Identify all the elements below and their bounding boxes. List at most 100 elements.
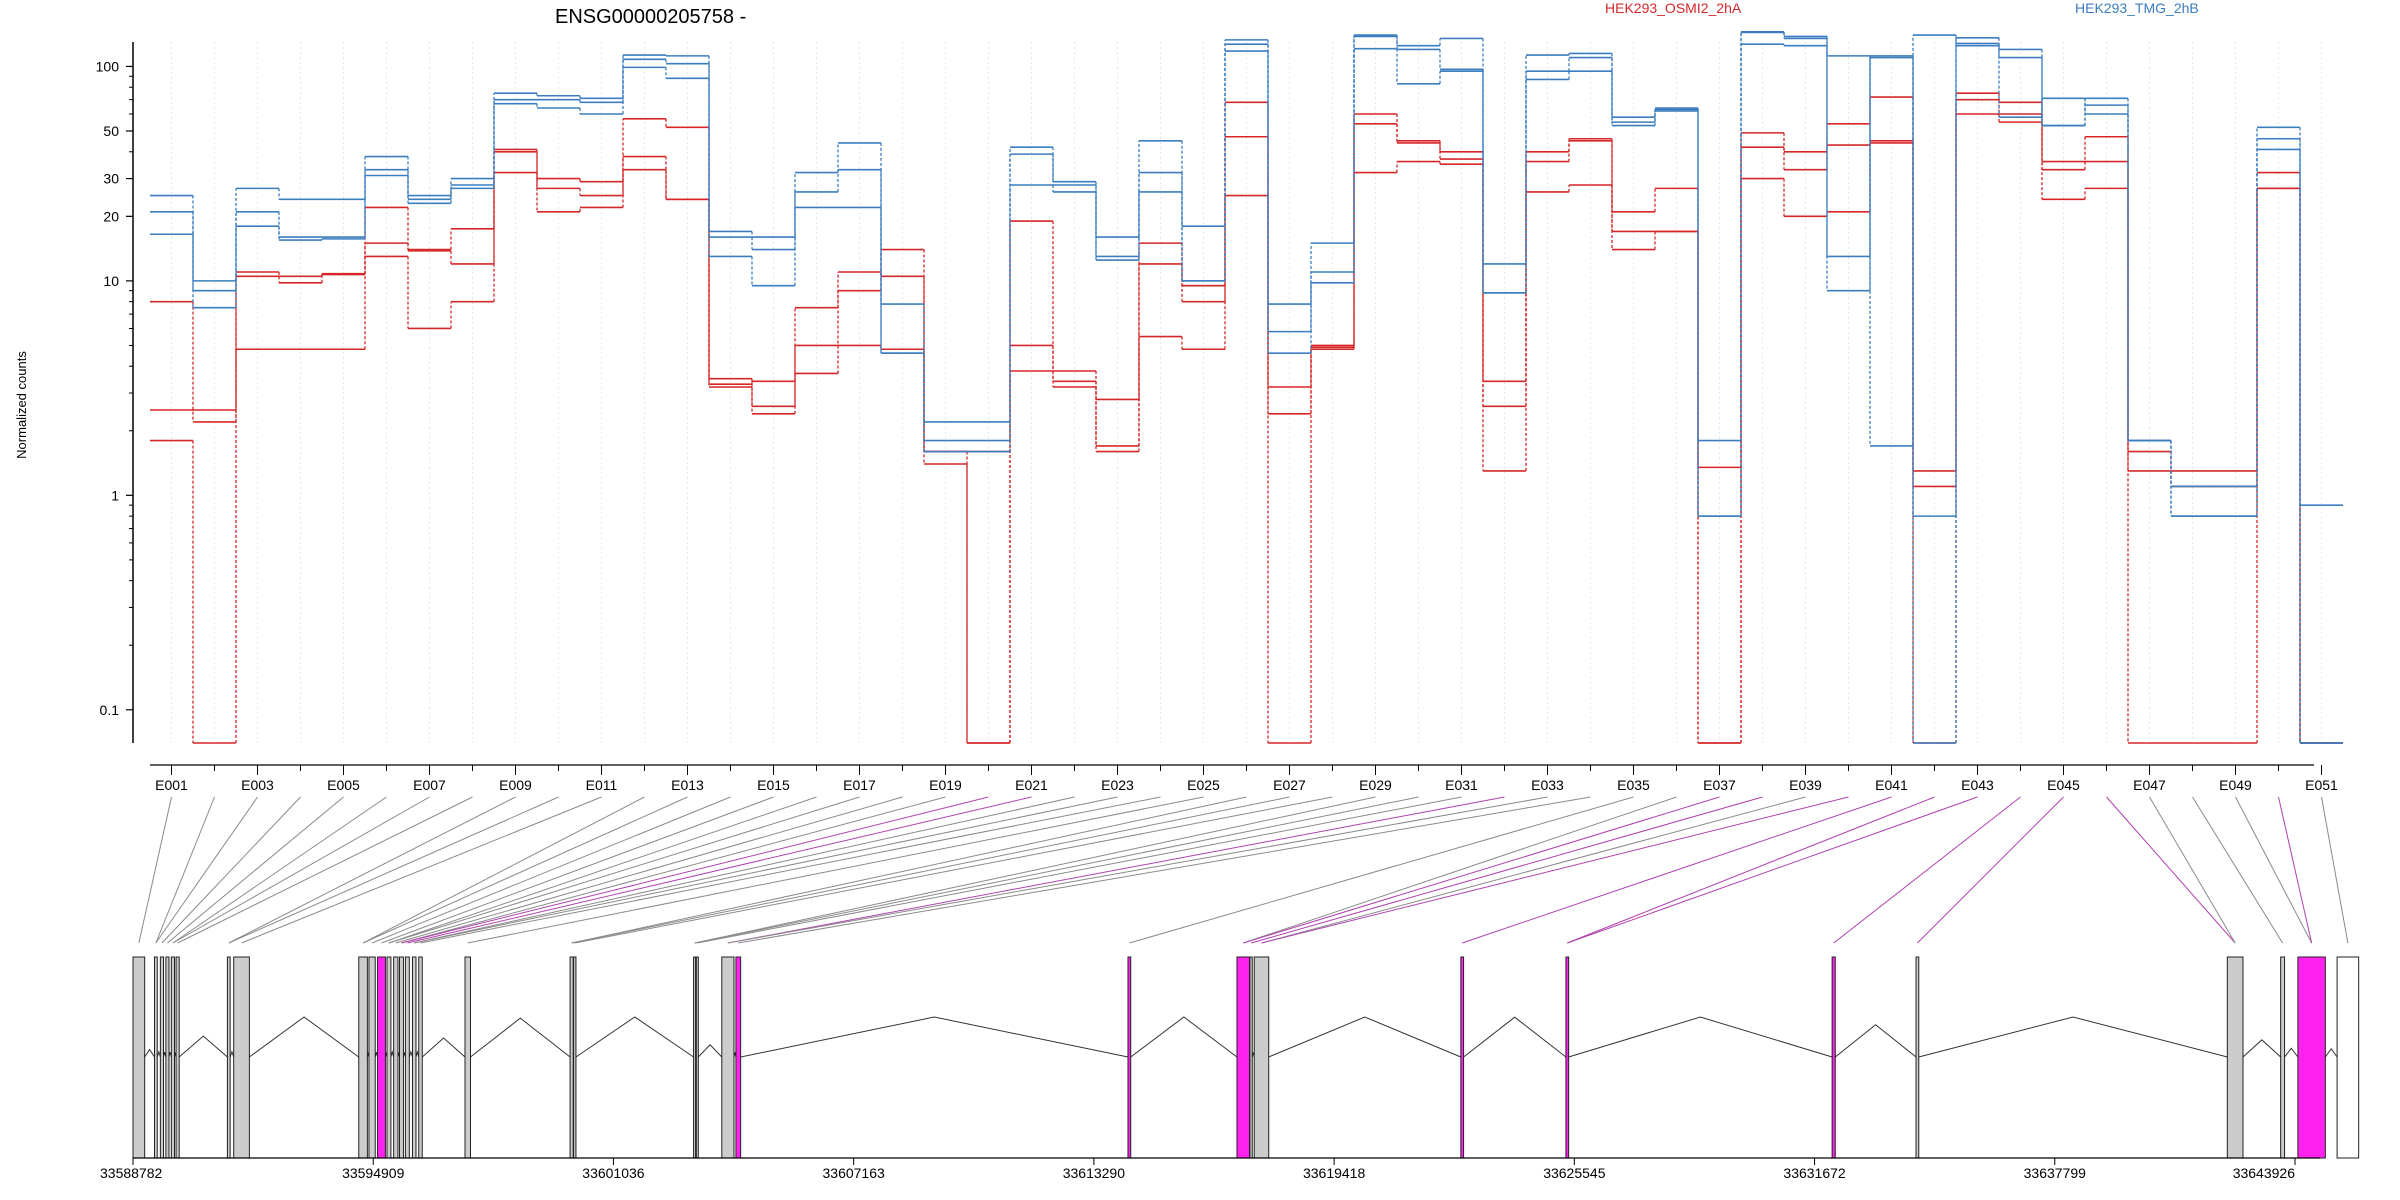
intron-line <box>421 1037 466 1058</box>
exon-connector-line <box>1261 796 1806 944</box>
y-tick-label: 10 <box>103 273 119 289</box>
exon-connector-line <box>467 796 1204 944</box>
exon-connector-line <box>694 796 1419 944</box>
exon-box <box>358 956 368 1159</box>
exon-connector-lines <box>138 796 2349 944</box>
exon-connector-line <box>381 796 774 944</box>
x-tick-label: E023 <box>1101 777 1134 793</box>
exon-box <box>695 956 699 1159</box>
exon-box <box>159 956 165 1159</box>
intron-line <box>1834 1024 1917 1058</box>
x-tick-label: E035 <box>1617 777 1650 793</box>
exon-connector-line <box>697 796 1462 944</box>
exon-box <box>735 956 742 1159</box>
intron-line <box>156 1050 161 1058</box>
exon-connector-line <box>1567 796 1935 944</box>
exon-connector-line <box>1261 796 1849 944</box>
exon-box <box>693 956 697 1159</box>
exon-box <box>1249 956 1253 1159</box>
exon-connector-line <box>1243 796 1720 944</box>
exon-box <box>368 956 376 1159</box>
exon-connector-line <box>1462 796 1892 944</box>
exon-box <box>1127 956 1132 1159</box>
exon-box <box>2226 956 2244 1159</box>
exon-connector-line <box>395 796 903 944</box>
intron-line <box>144 1048 155 1058</box>
exon-connector-line <box>574 796 1333 944</box>
x-tick-label: E027 <box>1273 777 1306 793</box>
exon-box <box>170 956 175 1159</box>
x-tick-label: E043 <box>1961 777 1994 793</box>
intron-line <box>697 1044 723 1058</box>
exon-connector-line <box>172 796 430 944</box>
exon-connector-line <box>172 796 387 944</box>
exon-connector-line <box>155 796 215 944</box>
intron-line <box>1268 1016 1462 1058</box>
exon-box <box>175 956 180 1159</box>
x-tick-label: E013 <box>671 777 704 793</box>
exon-connector-line <box>167 796 344 944</box>
exon-connector-line <box>571 796 1290 944</box>
exon-box <box>226 956 231 1159</box>
genomic-tick-label: 33594909 <box>342 1165 405 1181</box>
exon-box <box>377 956 386 1159</box>
x-tick-label: E025 <box>1187 777 1220 793</box>
exon-box <box>1236 956 1251 1159</box>
exon-connector-line <box>161 796 301 944</box>
intron-line <box>1568 1016 1833 1058</box>
exon-connector-line <box>1833 796 2021 944</box>
intron-line <box>229 1050 235 1058</box>
exon-box <box>233 956 250 1159</box>
exon-connector-line <box>414 796 1118 944</box>
exon-connector-line <box>241 796 602 944</box>
exon-connector-line <box>362 796 645 944</box>
genomic-axis-ticks: 33588782 33594909 33601036 33607163 33613290… <box>100 1158 2296 1181</box>
exon-connector-line <box>727 796 1505 944</box>
x-tick-label: E005 <box>327 777 360 793</box>
exon-connector-line <box>388 796 860 944</box>
x-tick-label: E037 <box>1703 777 1736 793</box>
intron-line <box>1918 1016 2228 1058</box>
series-lines <box>150 31 2343 744</box>
exon-box <box>1460 956 1465 1159</box>
x-tick-label: E011 <box>586 777 618 793</box>
genomic-tick-label: 33631672 <box>1783 1165 1846 1181</box>
y-tick-label: 0.1 <box>100 702 120 718</box>
gene-model <box>132 956 2360 1159</box>
x-tick-label: E003 <box>241 777 274 793</box>
exon-box <box>418 956 423 1159</box>
series-6 <box>150 42 2343 744</box>
intron-line <box>2284 1047 2299 1058</box>
genomic-tick-label: 33601036 <box>582 1165 645 1181</box>
x-tick-label: E045 <box>2047 777 2080 793</box>
x-tick-label: E029 <box>1359 777 1392 793</box>
exon-connector-line <box>401 796 989 944</box>
exon-box <box>386 956 392 1159</box>
exon-connector-line <box>2106 796 2236 944</box>
exon-connector-line <box>2278 796 2313 944</box>
legend-label-tmg: HEK293_TMG_2hB <box>2075 0 2199 16</box>
exon-connector-line <box>362 796 688 944</box>
x-tick-label: E009 <box>499 777 532 793</box>
exon-connector-line <box>407 796 1032 944</box>
exon-connector-line <box>414 796 1075 944</box>
y-tick-label: 30 <box>103 171 119 187</box>
exon-connector-line <box>1129 796 1634 944</box>
exon-connector-line <box>155 796 258 944</box>
exon-connector-line <box>2235 796 2313 944</box>
exon-connector-line <box>738 796 1591 944</box>
exon-connector-line <box>1250 796 1763 944</box>
intron-line <box>2324 1048 2338 1058</box>
x-tick-label: E047 <box>2133 777 2166 793</box>
exon-connector-line <box>228 796 516 944</box>
exon-box <box>721 956 735 1159</box>
exon-connector-line <box>571 796 1247 944</box>
exon-connector-line <box>2321 796 2349 944</box>
genomic-tick-label: 33613290 <box>1063 1165 1126 1181</box>
exon-box <box>2336 956 2360 1159</box>
y-axis-label: Normalized counts <box>14 351 29 459</box>
exon-box <box>132 956 146 1159</box>
y-tick-label: 100 <box>96 58 120 74</box>
intron-line <box>470 1017 571 1058</box>
